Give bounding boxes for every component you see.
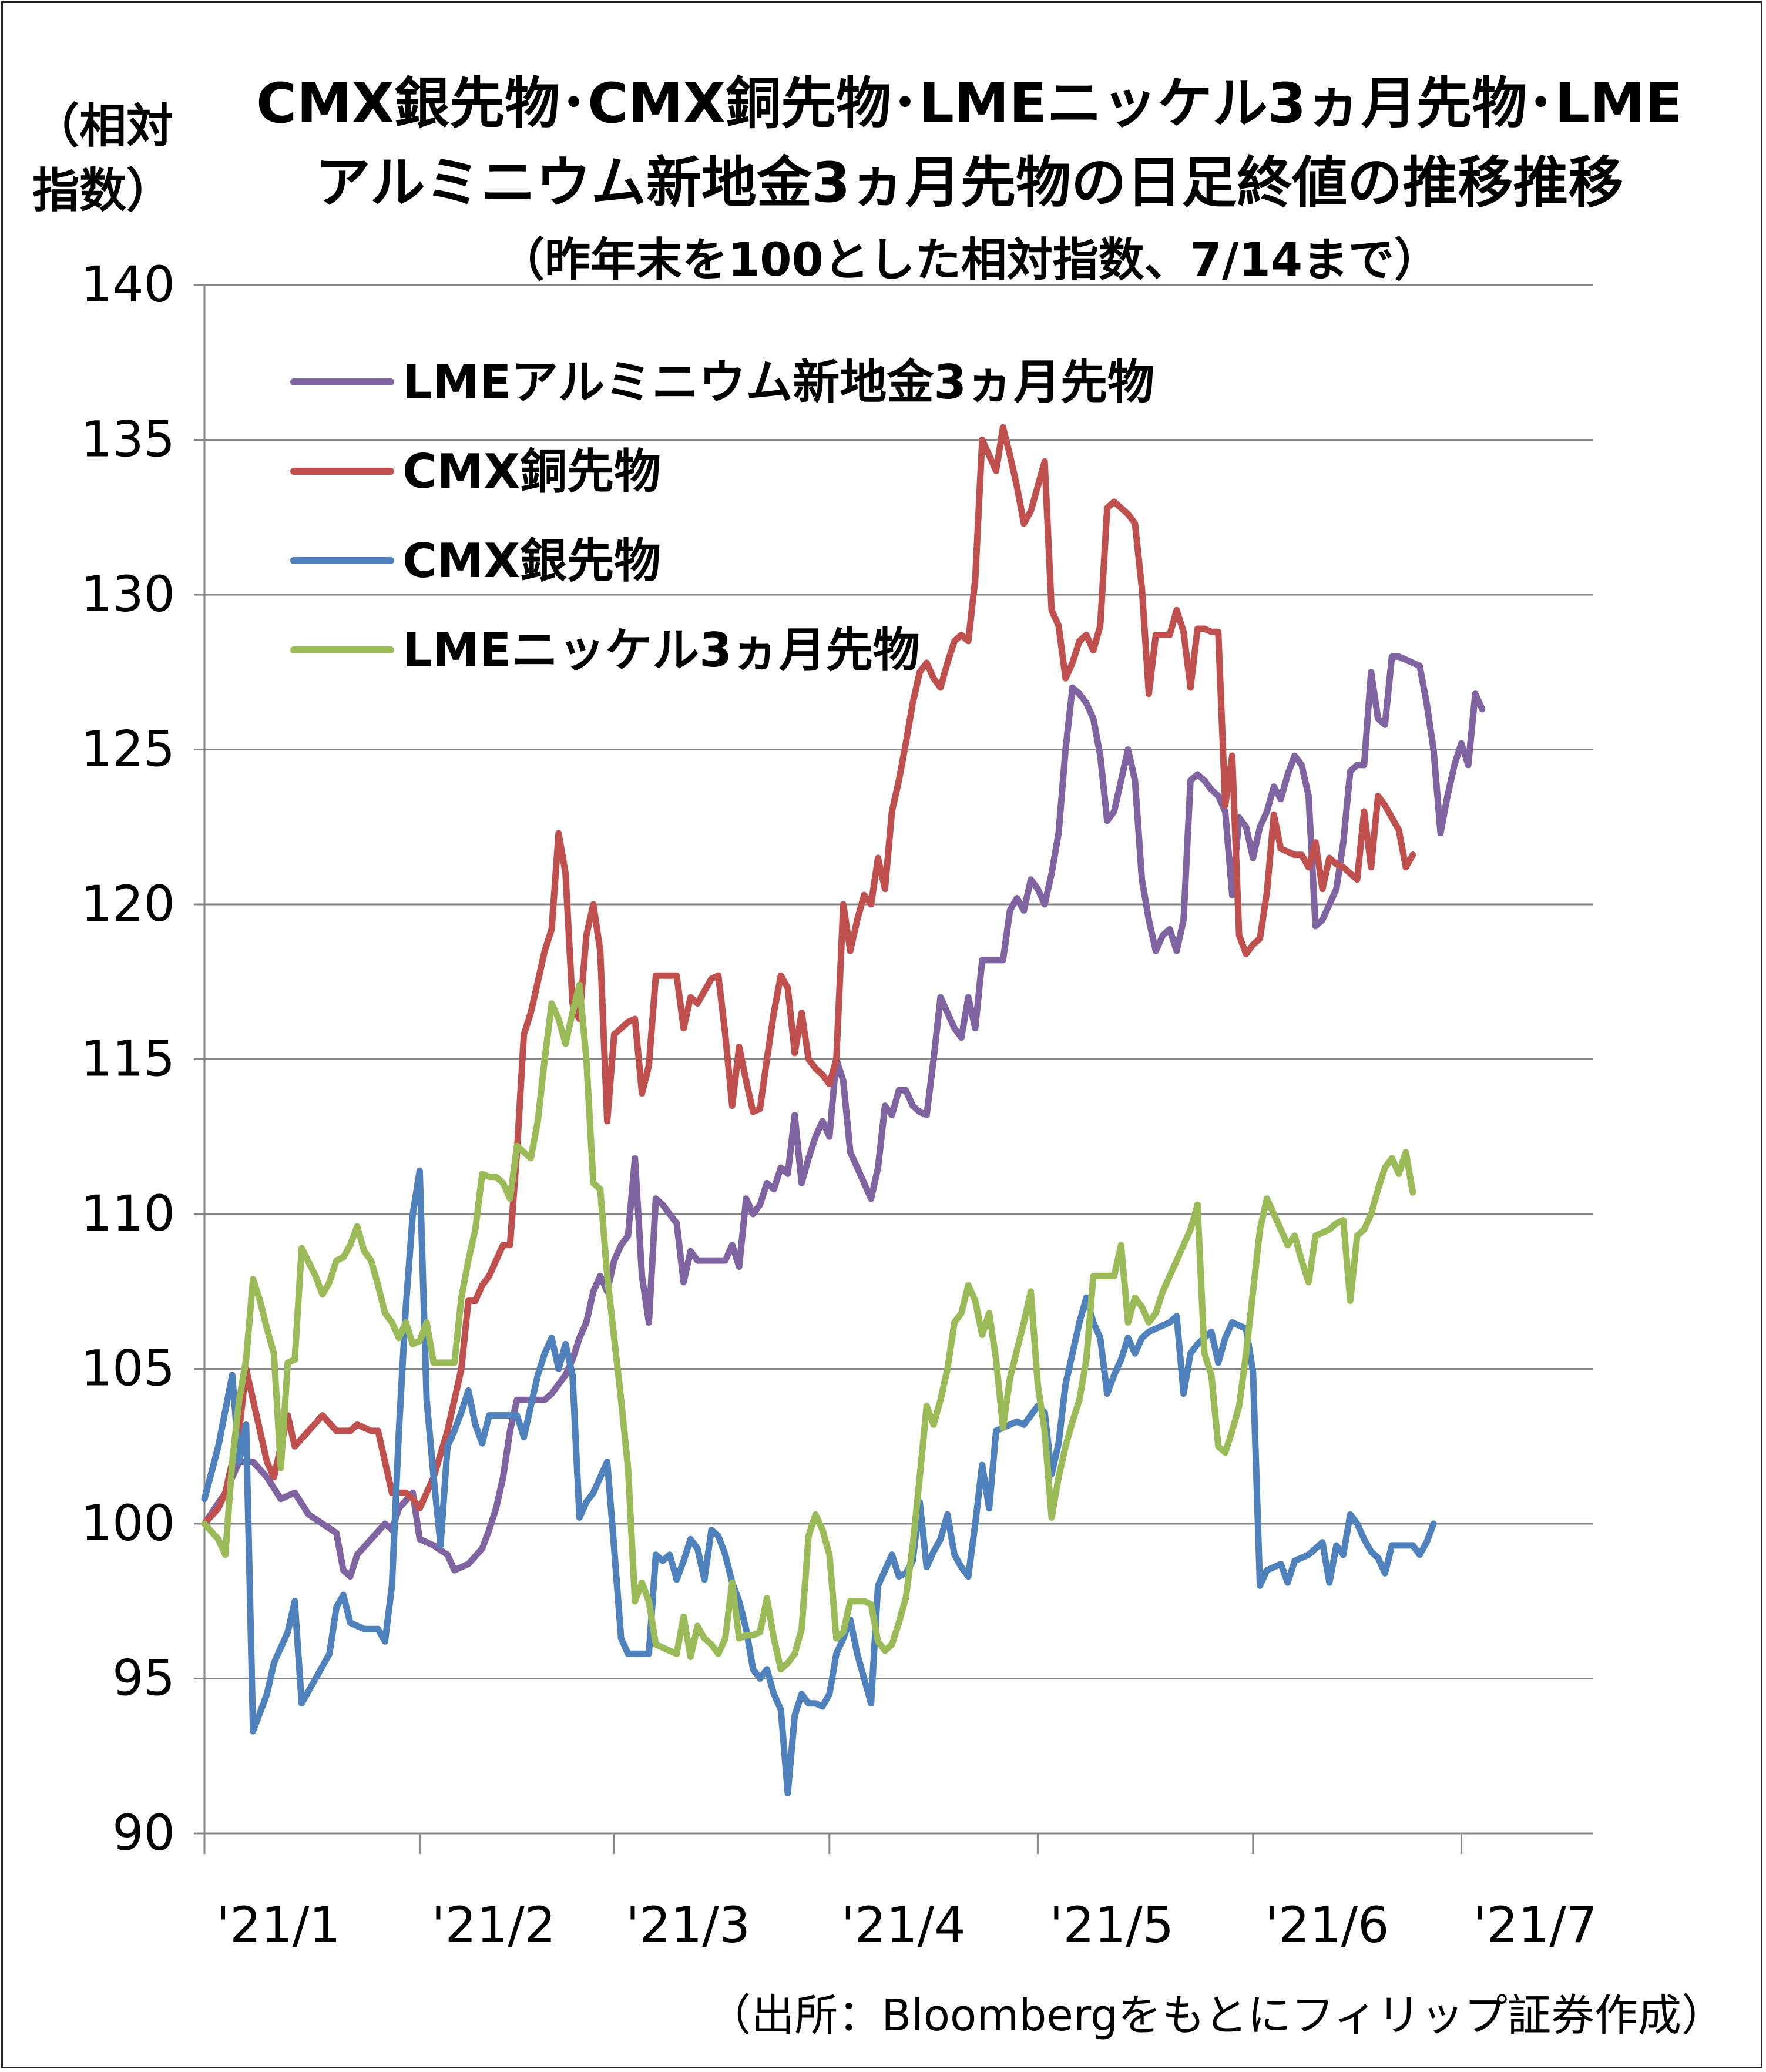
y-tick-label: 115 — [81, 1030, 175, 1088]
legend-label-3: LMEニッケル3ヵ月先物 — [402, 623, 920, 678]
y-tick-labels: 140 135 130 125 120 115 110 105 100 95 90 — [81, 256, 175, 1862]
y-tick-label: 110 — [81, 1185, 175, 1242]
y-tick-label: 125 — [81, 720, 175, 778]
y-tick-label: 135 — [81, 411, 175, 468]
y-tick-label: 105 — [81, 1340, 175, 1397]
chart-title: CMX銀先物･CMX銅先物･LMEニッケル3ヵ月先物･LME — [256, 72, 1683, 136]
y-tick-label: 95 — [112, 1649, 175, 1707]
series-line-2 — [201, 1167, 1437, 1796]
x-tick-label: '21/1 — [216, 1896, 341, 1954]
y-axis-label: （相対 — [32, 99, 173, 153]
axes — [194, 284, 1593, 1854]
legend-label-1: CMX銅先物 — [402, 444, 661, 499]
y-tick-label: 100 — [81, 1494, 175, 1552]
series-line-0 — [201, 653, 1486, 1580]
x-tick-label: '21/7 — [1473, 1896, 1597, 1954]
legend-label-2: CMX銀先物 — [402, 534, 661, 588]
y-tick-label: 140 — [81, 256, 175, 313]
x-tick-label: '21/2 — [431, 1896, 556, 1954]
series-lines — [201, 424, 1486, 1796]
series-line-1 — [201, 424, 1416, 1527]
legend: LMEアルミニウム新地金3ヵ月先物 CMX銅先物 CMX銀先物 LMEニッケル3ヵ月先… — [290, 355, 1154, 678]
x-tick-label: '21/3 — [626, 1896, 750, 1954]
x-tick-label: '21/4 — [841, 1896, 966, 1954]
chart-title-line2: アルミニウム新地金3ヵ月先物の日足終値の推移推移 — [315, 151, 1624, 215]
x-tick-label: '21/5 — [1049, 1896, 1174, 1954]
y-tick-label: 90 — [112, 1804, 175, 1862]
x-tick-label: '21/6 — [1265, 1896, 1389, 1954]
chart-subtitle: （昨年末を100とした相対指数、7/14まで） — [498, 234, 1441, 287]
source-note: （出所：Bloombergをもとにフィリップ証券作成） — [707, 1990, 1725, 2041]
y-axis-label-line2: 指数） — [32, 163, 173, 218]
y-tick-label: 120 — [81, 875, 175, 933]
series-line-3 — [201, 981, 1416, 1673]
x-tick-labels: '21/1 '21/2 '21/3 '21/4 '21/5 '21/6 '21/7 — [216, 1896, 1597, 1954]
y-tick-label: 130 — [81, 565, 175, 623]
legend-label-0: LMEアルミニウム新地金3ヵ月先物 — [402, 355, 1154, 410]
